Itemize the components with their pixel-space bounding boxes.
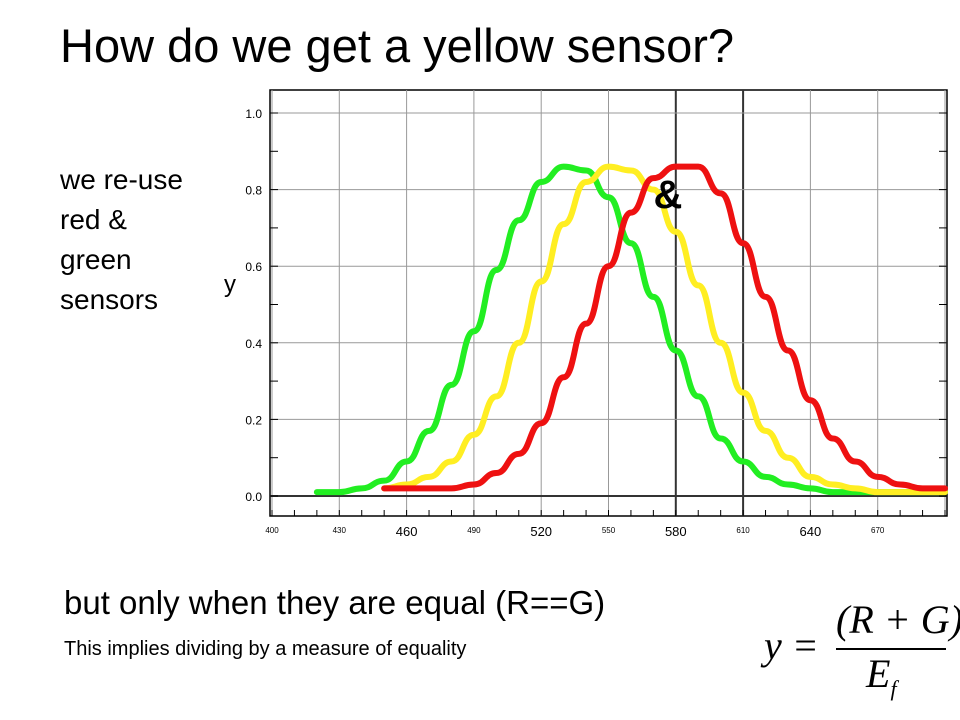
series-line-2 xyxy=(381,163,948,496)
ampersand-annotation: & xyxy=(654,173,683,217)
x-tick-label-large: 640 xyxy=(800,524,822,539)
x-tick-label-small: 550 xyxy=(602,526,616,535)
series-line-3 xyxy=(381,163,948,492)
x-tick-label-small: 400 xyxy=(265,526,279,535)
formula-denominator-sub: f xyxy=(890,676,897,701)
x-tick-label-small: 430 xyxy=(333,526,347,535)
formula-numerator: (R + G) xyxy=(836,597,960,642)
x-tick-label-small: 490 xyxy=(467,526,481,535)
x-tick-label-small: 610 xyxy=(736,526,750,535)
x-tick-label-large: 460 xyxy=(396,524,418,539)
formula-fraction-bar xyxy=(836,648,946,650)
x-tick-label-small: 670 xyxy=(871,526,885,535)
y-tick-label: 0.8 xyxy=(245,184,262,198)
side-line-3: green xyxy=(60,244,132,275)
slide-title: How do we get a yellow sensor? xyxy=(60,19,735,72)
implication-text: This implies dividing by a measure of eq… xyxy=(64,638,467,660)
formula-lhs: y = xyxy=(764,623,819,668)
series-line-1 xyxy=(313,163,948,496)
x-tick-label-large: 520 xyxy=(530,524,552,539)
y-tick-label: 0.0 xyxy=(245,490,262,504)
condition-text: but only when they are equal (R==G) xyxy=(64,584,606,621)
y-tick-label: 0.4 xyxy=(245,337,262,351)
y-tick-label: 1.0 xyxy=(245,107,262,121)
side-line-4: sensors xyxy=(60,284,159,315)
side-line-2: red & xyxy=(60,204,127,235)
y-tick-label: 0.2 xyxy=(245,413,262,427)
y-axis-label: y xyxy=(224,271,236,298)
x-tick-label-large: 580 xyxy=(665,524,687,539)
y-tick-label: 0.6 xyxy=(245,260,262,274)
formula-denominator: Ef xyxy=(866,651,897,701)
yellow-formula: y = (R + G) Ef xyxy=(762,592,960,702)
side-text: we re-use red & green sensors xyxy=(60,160,230,320)
side-line-1: we re-use xyxy=(60,164,183,195)
